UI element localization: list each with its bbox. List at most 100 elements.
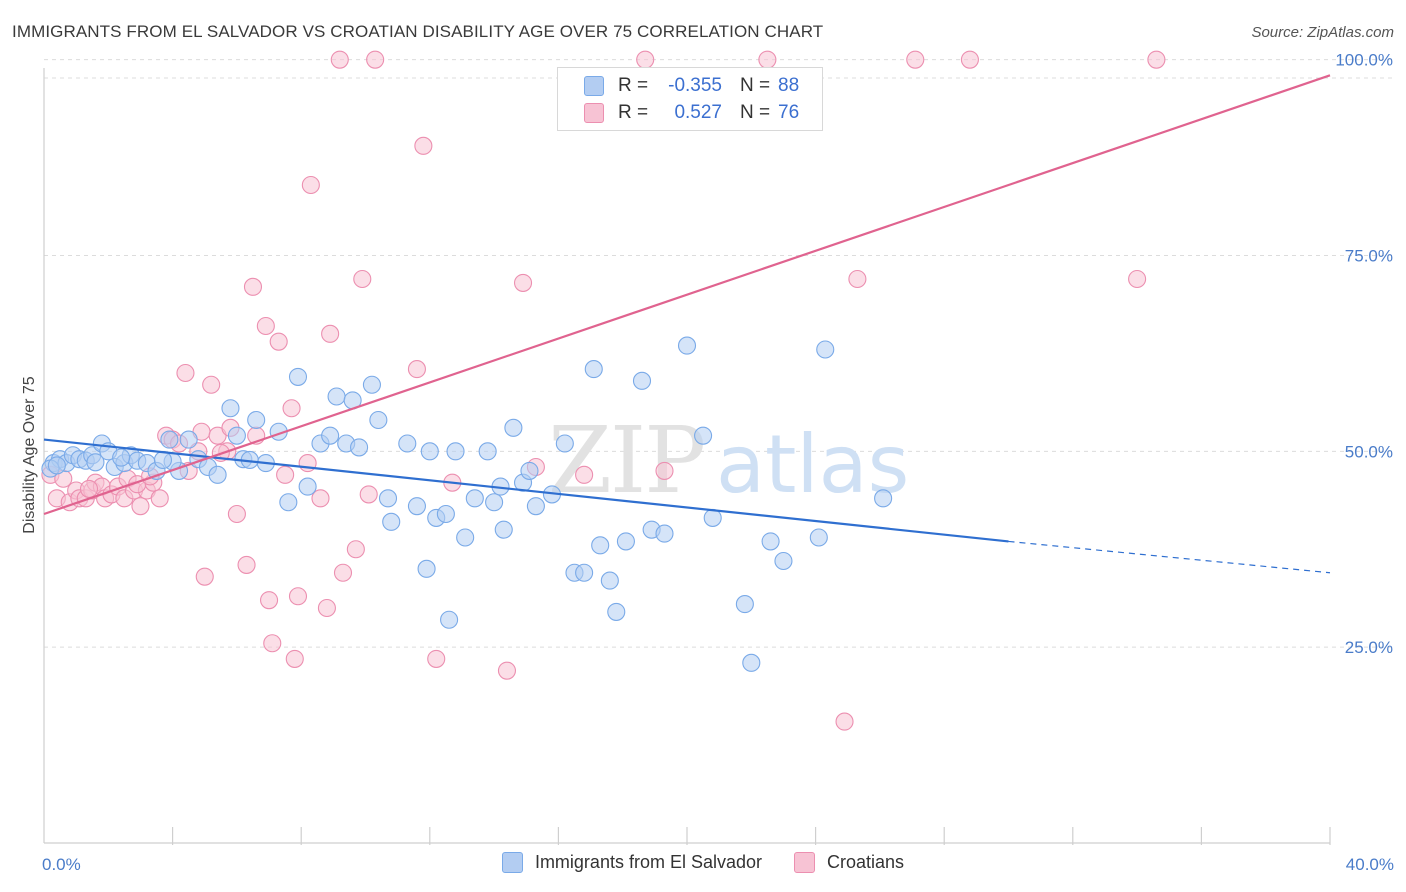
el-salvador-point [874, 489, 893, 508]
el-salvador-point [298, 477, 317, 496]
n-label: N = [740, 75, 771, 96]
croatian-point [414, 136, 433, 155]
legend-label-croatians: Croatians [827, 852, 905, 872]
el-salvador-point [494, 520, 513, 539]
r-value: -0.355 [668, 75, 722, 96]
el-salvador-point [761, 532, 780, 551]
el-salvador-point [632, 371, 652, 390]
croatian-point [276, 465, 295, 484]
legend-item-el-salvador[interactable]: Immigrants from El Salvador [501, 852, 763, 873]
el-salvador-point [774, 551, 793, 571]
el-salvador-point [809, 528, 828, 547]
croatian-point [282, 399, 301, 418]
x-tick-label-max: 40.0% [1346, 855, 1394, 874]
croatian-point [269, 332, 288, 351]
el-salvador-point [600, 571, 619, 590]
el-salvador-point [735, 595, 754, 614]
x-ticks [172, 827, 1331, 845]
croatian-point [636, 50, 655, 69]
el-salvador-point [221, 399, 240, 418]
el-salvador-point [436, 504, 455, 524]
croatian-point [237, 555, 256, 574]
croatian-point [848, 269, 867, 289]
el-salvador-point [465, 489, 484, 508]
el-salvador-point [112, 448, 131, 467]
el-salvador-point [520, 461, 539, 480]
y-tick-label: 50.0% [1345, 442, 1393, 461]
legend-row-croatians: R = 0.527 N = 76 [584, 100, 799, 126]
el-salvador-point [575, 563, 594, 582]
croatians-points [41, 50, 1166, 731]
el-salvador-point [247, 410, 266, 430]
n-value: 88 [778, 75, 800, 96]
zipatlas-watermark: ZIP atlas [548, 407, 909, 514]
r-value: 0.527 [674, 102, 722, 123]
el-salvador-point [504, 418, 523, 437]
chart-source: Source: ZipAtlas.com [1251, 24, 1394, 41]
el-salvador-point [456, 528, 475, 547]
croatian-point [131, 497, 150, 516]
el-salvador-point [742, 653, 761, 672]
el-salvador-point [227, 426, 246, 445]
legend-row-el-salvador: R = -0.355 N = 88 [584, 73, 799, 99]
croatian-point [497, 661, 517, 680]
el-salvador-point [378, 489, 398, 508]
series-legend: Immigrants from El Salvador Croatians [0, 852, 1406, 873]
el-salvador-point [816, 340, 835, 359]
r-label: R = [618, 75, 649, 96]
el-salvador-point [591, 536, 610, 555]
el-salvador-point [398, 434, 417, 453]
el-salvador-point [327, 387, 346, 406]
y-tick-label: 25.0% [1345, 638, 1393, 657]
croatian-point [346, 540, 365, 559]
y-axis-label: Disability Age Over 75 [21, 376, 38, 534]
legend-item-croatians[interactable]: Croatians [794, 852, 904, 873]
y-tick-label: 100.0% [1335, 51, 1393, 70]
el-salvador-point [478, 442, 497, 461]
croatian-point [359, 485, 378, 504]
croatian-point [256, 316, 275, 336]
el-salvador-point [369, 410, 388, 430]
croatian-point [259, 591, 279, 610]
el-salvador-point [420, 442, 439, 461]
croatian-point [575, 465, 594, 484]
el-salvador-point [446, 442, 465, 461]
x-tick-label-min: 0.0% [42, 855, 81, 874]
croatian-point [427, 649, 446, 668]
legend-label-el-salvador: Immigrants from El Salvador [534, 852, 763, 872]
croatian-point [1128, 269, 1147, 289]
croatian-point [758, 50, 777, 69]
croatian-point [1147, 50, 1166, 69]
el-salvador-point [350, 438, 369, 457]
croatian-point [353, 269, 372, 289]
croatian-point [285, 649, 304, 668]
correlation-legend: R = -0.355 N = 88 R = 0.527 N = 76 [557, 67, 823, 131]
croatian-point [79, 479, 99, 498]
el-salvador-point [382, 512, 401, 531]
watermark-zip: ZIP [548, 407, 704, 514]
el-salvador-point [153, 450, 173, 470]
croatian-point [311, 489, 330, 508]
chart-title: IMMIGRANTS FROM EL SALVADOR VS CROATIAN … [12, 22, 824, 41]
croatian-point [513, 273, 533, 292]
el-salvador-point [703, 508, 722, 527]
r-label: R = [618, 102, 649, 123]
croatian-point [333, 563, 353, 582]
n-value: 76 [778, 102, 800, 123]
croatian-point [243, 277, 263, 296]
y-tick-label: 75.0% [1345, 247, 1393, 266]
el-salvador-point [555, 434, 574, 453]
croatian-point [195, 567, 214, 586]
el-salvador-point [160, 430, 179, 449]
croatian-point [150, 489, 169, 508]
el-salvador-point [677, 336, 697, 355]
el-salvador-point [47, 456, 66, 475]
el-salvador-point [288, 367, 308, 386]
el-salvador-point [440, 610, 459, 629]
croatian-point [176, 363, 195, 383]
el-salvador-point [208, 465, 227, 484]
croatian-point [321, 324, 340, 343]
el-salvador-point [407, 497, 426, 516]
trend-lines [43, 74, 1331, 574]
el-salvador-point [694, 426, 713, 445]
